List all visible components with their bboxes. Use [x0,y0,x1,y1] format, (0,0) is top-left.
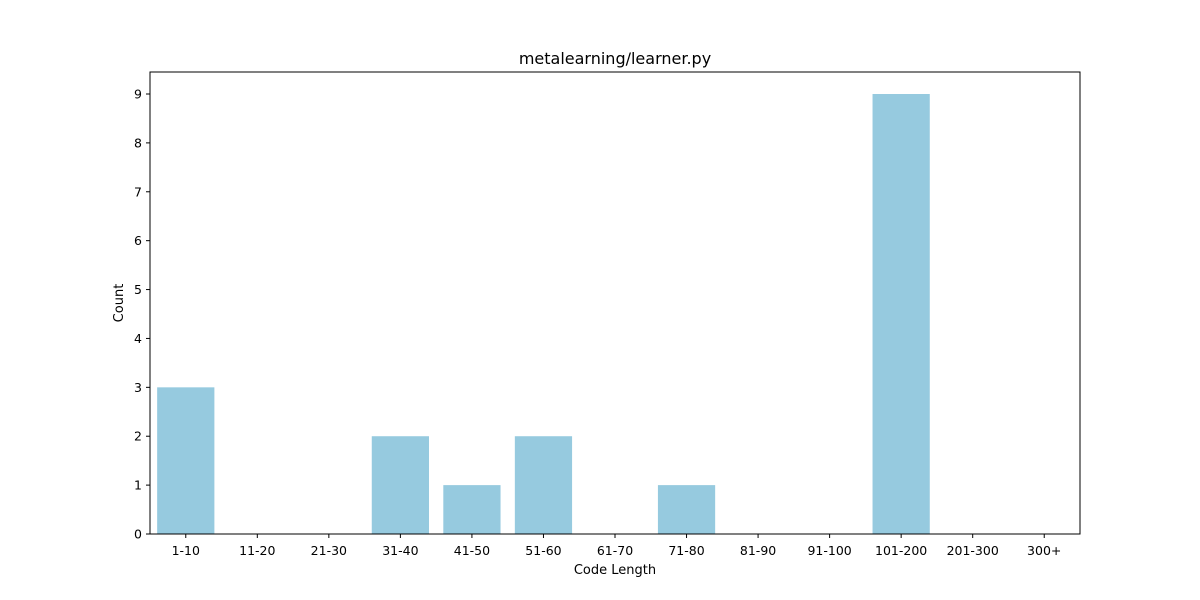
x-tick-label: 81-90 [740,543,776,558]
x-tick-label: 11-20 [239,543,275,558]
y-tick-label: 1 [134,478,142,493]
x-tick-label: 1-10 [172,543,200,558]
x-tick-label: 71-80 [668,543,704,558]
bar-51-60 [514,436,573,534]
y-tick-label: 3 [134,380,142,395]
x-tick-label: 300+ [1027,543,1061,558]
x-tick-label: 51-60 [525,543,561,558]
x-tick-label: 201-300 [947,543,999,558]
y-tick-label: 2 [134,429,142,444]
y-tick-label: 7 [134,184,142,199]
y-tick-label: 9 [134,87,142,102]
y-tick-label: 5 [134,282,142,297]
y-tick-label: 8 [134,135,142,150]
plot-frame [149,71,1081,535]
x-tick-label: 101-200 [875,543,927,558]
bars-group [157,94,930,534]
y-tick-label: 4 [134,331,142,346]
x-tick-label: 21-30 [311,543,347,558]
y-tick-label: 6 [134,233,142,248]
y-tick-label: 0 [134,527,142,542]
bar-31-40 [371,436,429,534]
y-axis: 0 1 2 3 4 5 6 7 8 9 [134,87,150,542]
x-axis-label: Code Length [574,563,656,578]
y-axis-label: Count [112,284,127,323]
bar-1-10 [157,387,215,534]
x-axis: 1-10 11-20 21-30 31-40 41-50 51-60 61-70 71-80 8… [172,534,1061,558]
bar-101-200 [872,94,930,534]
chart-title: metalearning/learner.py [519,49,711,68]
x-tick-label: 41-50 [454,543,490,558]
bar-41-50 [443,485,501,534]
x-tick-label: 91-100 [807,543,851,558]
x-tick-label: 61-70 [597,543,633,558]
bar-71-80 [657,485,716,534]
x-tick-label: 31-40 [382,543,418,558]
